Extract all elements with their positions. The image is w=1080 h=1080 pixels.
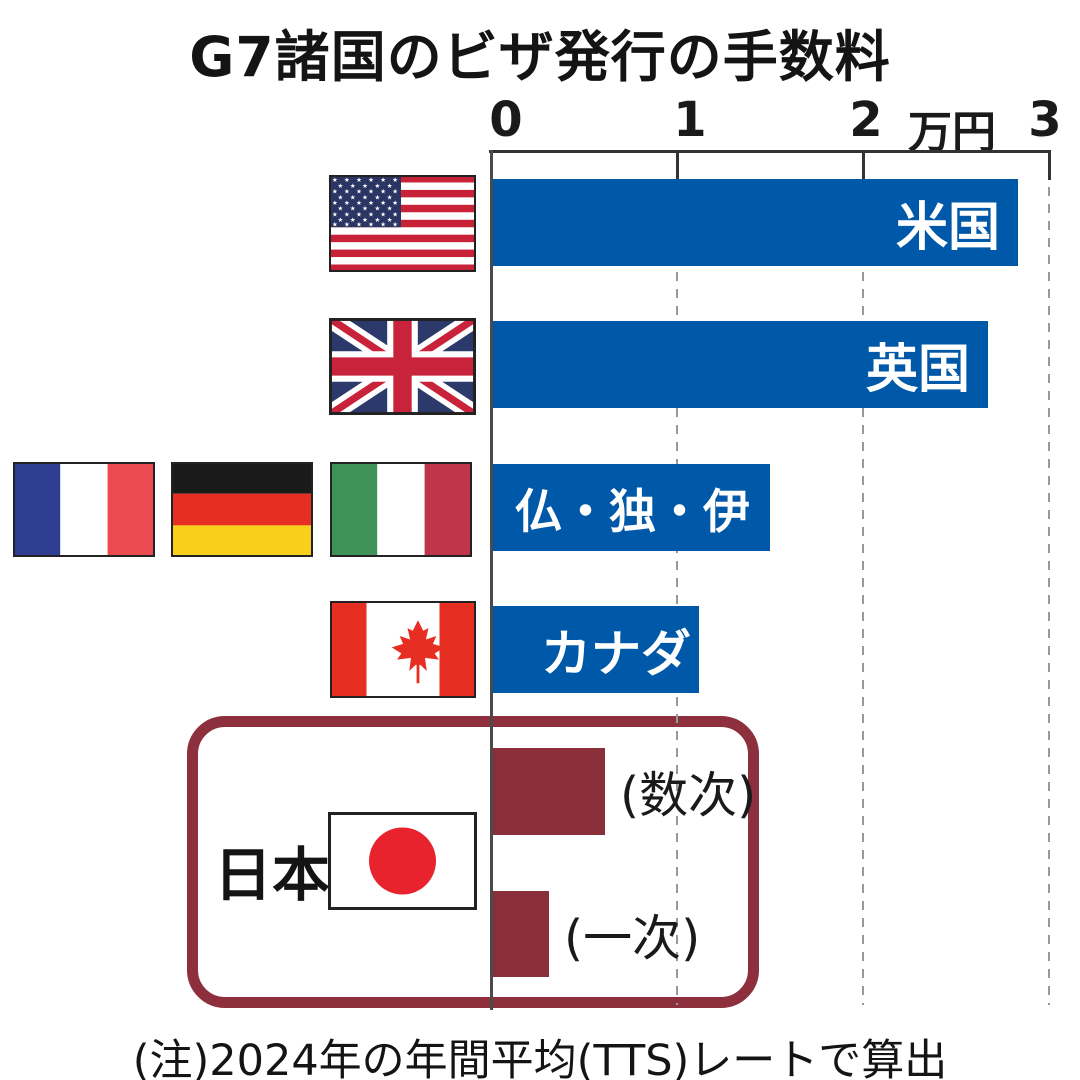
svg-text:★★★★★: ★★★★★	[338, 193, 393, 201]
svg-text:★★★★★: ★★★★★	[338, 216, 393, 224]
label-japan-single-entry: (一次)	[564, 910, 701, 967]
gridline-2-tick	[862, 150, 865, 180]
x-tick-0: 0	[489, 92, 523, 148]
bar-label-canada: カナダ	[541, 624, 691, 683]
japan-flag-icon	[328, 812, 477, 910]
germany-flag-icon	[171, 462, 313, 557]
bar-label-united-states: 米国	[895, 198, 1000, 258]
united-kingdom-flag-icon	[329, 318, 476, 415]
svg-text:★★★★★: ★★★★★	[338, 205, 393, 213]
x-tick-1: 1	[673, 92, 707, 148]
x-axis-line	[489, 150, 1051, 153]
gridline-1	[676, 153, 678, 1005]
bar-canada: カナダ	[493, 606, 699, 693]
france-flag-icon	[13, 462, 155, 557]
japan-group-box	[187, 716, 759, 1008]
x-axis-unit-label: 万円	[908, 107, 996, 158]
gridline-2	[862, 153, 864, 1005]
japan-country-label: 日本	[214, 841, 331, 909]
canada-flag-icon	[330, 601, 476, 698]
italy-flag-icon	[330, 462, 472, 557]
gridline-3	[1048, 153, 1050, 1005]
zero-baseline	[490, 150, 493, 1010]
bar-label-united-kingdom: 英国	[865, 340, 970, 400]
x-tick-2: 2	[849, 92, 883, 148]
bar-label-france-germany-italy: 仏・独・伊	[515, 485, 750, 540]
bar-united-states: 米国	[493, 179, 1018, 266]
svg-text:★★★★★: ★★★★★	[338, 182, 393, 190]
label-japan-multiple-entry: (数次)	[620, 767, 757, 824]
gridline-3-tick	[1048, 150, 1051, 180]
united-states-flag-icon: ★★★★★★ ★★★★★ ★★★★★★ ★★★★★ ★★★★★★ ★★★★★ ★…	[329, 175, 476, 272]
chart-title: G7諸国のビザ発行の手数料	[189, 25, 891, 89]
source-note: (注)2024年の年間平均(TTS)レートで算出	[132, 1036, 948, 1080]
bar-united-kingdom: 英国	[493, 321, 988, 408]
bar-japan-multiple-entry	[493, 748, 605, 835]
bar-france-germany-italy: 仏・独・伊	[493, 464, 770, 551]
bar-japan-single-entry	[493, 891, 549, 977]
gridline-1-tick	[676, 150, 679, 180]
x-tick-3: 3	[1028, 92, 1062, 148]
